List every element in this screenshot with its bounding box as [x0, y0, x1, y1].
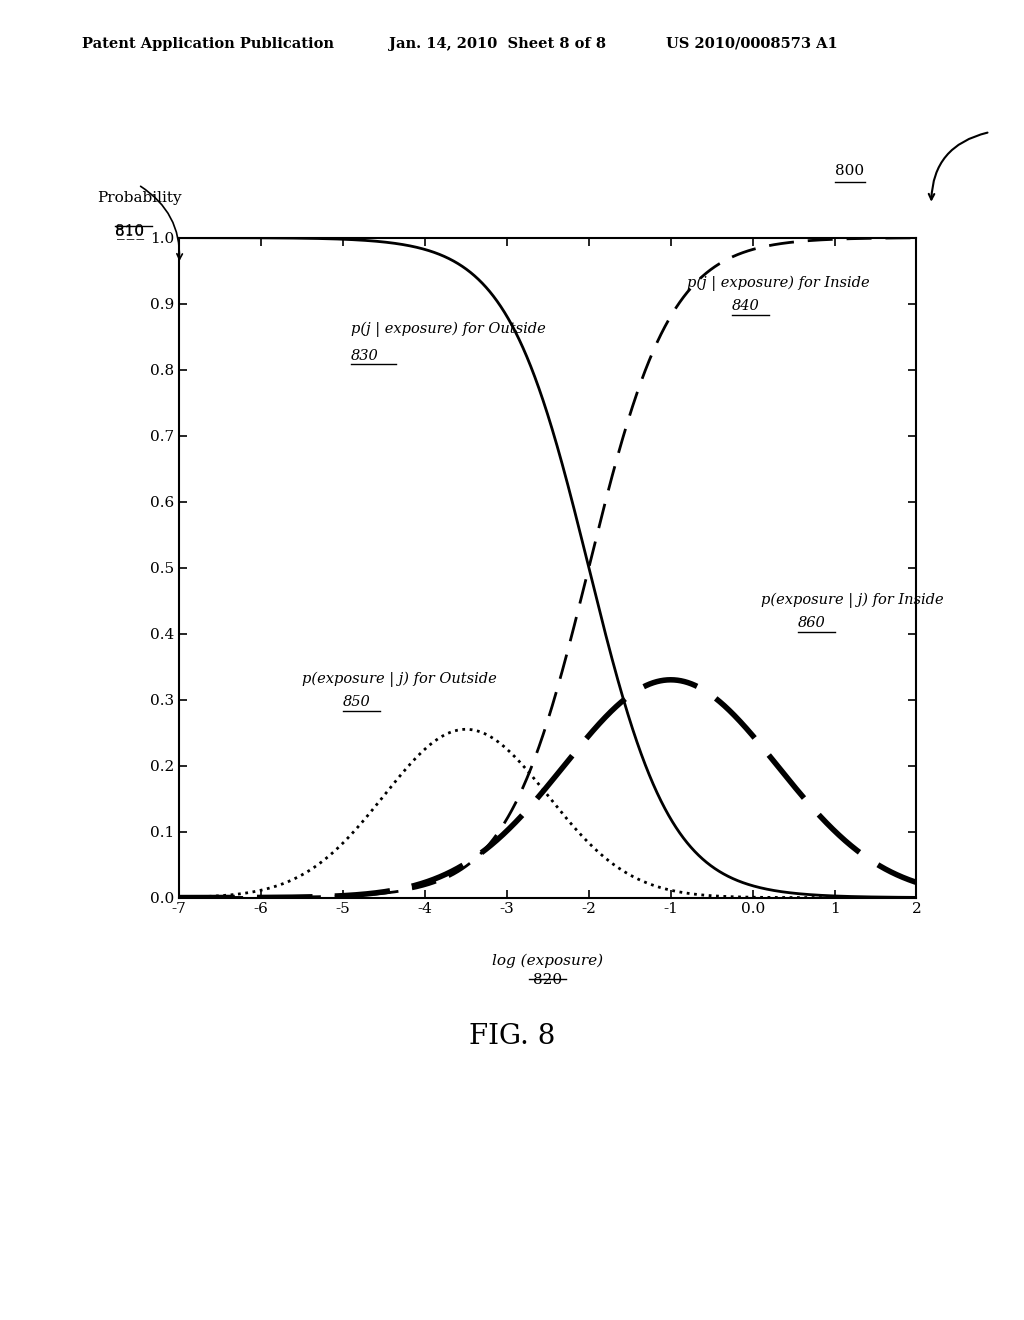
Text: Jan. 14, 2010  Sheet 8 of 8: Jan. 14, 2010 Sheet 8 of 8 [389, 37, 606, 51]
Text: p(j | exposure) for Inside: p(j | exposure) for Inside [687, 276, 869, 292]
Point [792, 623, 804, 639]
Text: log (exposure): log (exposure) [493, 953, 603, 968]
Point [828, 623, 841, 639]
Text: Patent Application Publication: Patent Application Publication [82, 37, 334, 51]
Text: 850: 850 [343, 696, 371, 709]
Point [345, 356, 357, 372]
Text: 800: 800 [836, 164, 864, 178]
Point [337, 702, 349, 718]
Text: US 2010/0008573 A1: US 2010/0008573 A1 [666, 37, 838, 51]
Text: FIG. 8: FIG. 8 [469, 1023, 555, 1049]
Text: 840: 840 [732, 300, 760, 313]
Text: 860: 860 [798, 616, 825, 630]
Point [763, 306, 775, 322]
Text: p(exposure | j) for Outside: p(exposure | j) for Outside [302, 672, 497, 688]
Text: p(j | exposure) for Outside: p(j | exposure) for Outside [351, 322, 546, 338]
Point [374, 702, 386, 718]
Text: 820: 820 [534, 974, 562, 987]
Text: p(exposure | j) for Inside: p(exposure | j) for Inside [761, 593, 943, 609]
Text: 830: 830 [351, 348, 379, 363]
Point [726, 306, 738, 322]
Point [785, 972, 798, 987]
Point [790, 972, 802, 987]
Point [390, 356, 402, 372]
Text: Probability: Probability [97, 190, 182, 205]
Text: 810: 810 [115, 224, 143, 239]
Text: 8̲1̲0̲: 8̲1̲0̲ [115, 224, 143, 239]
